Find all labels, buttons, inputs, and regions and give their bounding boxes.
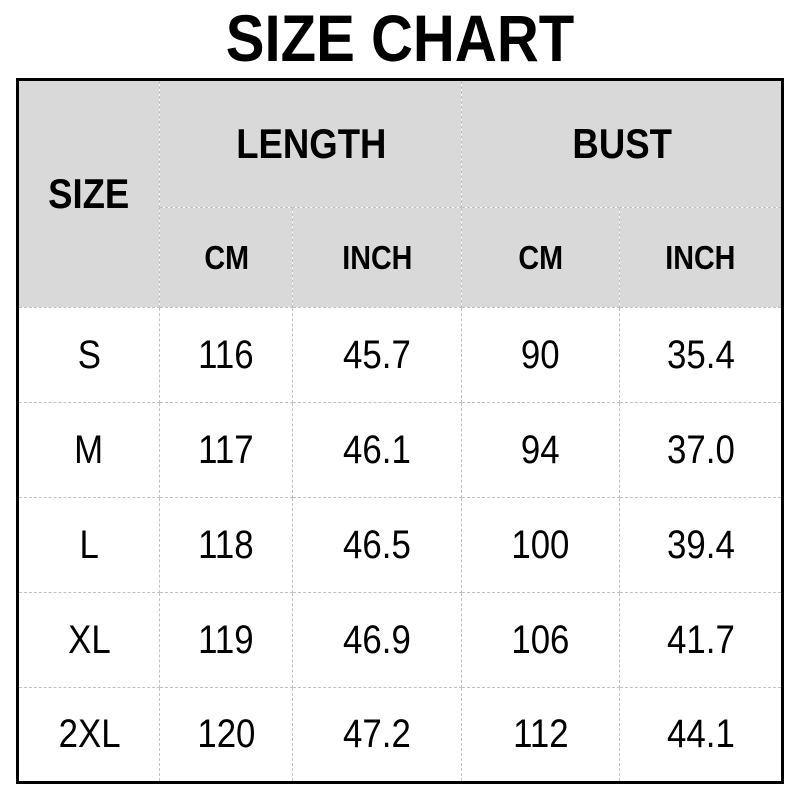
bust-cm-value: 94 xyxy=(521,427,561,472)
column-group-bust: BUST xyxy=(461,79,783,208)
bust-cm-value: 90 xyxy=(521,332,561,377)
column-header-bust-inch: INCH xyxy=(619,207,783,308)
length-cm-cell: 118 xyxy=(159,497,294,593)
table-row: S 116 45.7 90 35.4 xyxy=(16,307,783,403)
bust-cm-cell: 112 xyxy=(461,687,621,783)
column-header-size: SIZE xyxy=(16,79,161,308)
length-inch-value: 46.5 xyxy=(343,522,412,567)
length-cm-value: 116 xyxy=(198,332,255,377)
column-group-length: LENGTH xyxy=(159,79,463,208)
size-value: L xyxy=(79,522,99,567)
length-inch-label: INCH xyxy=(342,238,413,276)
page-title: SIZE CHART xyxy=(0,0,800,74)
length-cm-cell: 116 xyxy=(159,307,294,403)
table-row: 2XL 120 47.2 112 44.1 xyxy=(16,687,783,783)
length-inch-cell: 46.9 xyxy=(292,592,463,688)
table-row: M 117 46.1 94 37.0 xyxy=(16,402,783,498)
size-chart-table: SIZE LENGTH BUST CM INCH CM xyxy=(16,78,784,784)
column-header-bust-cm: CM xyxy=(461,207,621,308)
bust-inch-cell: 37.0 xyxy=(619,402,783,498)
size-header-label: SIZE xyxy=(48,170,130,217)
page-title-text: SIZE CHART xyxy=(225,1,575,75)
length-inch-cell: 47.2 xyxy=(292,687,463,783)
length-inch-cell: 46.1 xyxy=(292,402,463,498)
size-cell: L xyxy=(16,497,161,593)
size-cell: 2XL xyxy=(16,687,161,783)
size-cell: M xyxy=(16,402,161,498)
length-inch-cell: 45.7 xyxy=(292,307,463,403)
bust-inch-value: 35.4 xyxy=(666,332,735,377)
column-header-length-inch: INCH xyxy=(292,207,463,308)
column-header-length-cm: CM xyxy=(159,207,294,308)
length-group-label: LENGTH xyxy=(235,120,386,167)
length-cm-value: 118 xyxy=(198,522,255,567)
header-row-groups: SIZE LENGTH BUST xyxy=(16,79,783,308)
length-cm-cell: 119 xyxy=(159,592,294,688)
table-body: S 116 45.7 90 35.4 M 117 46.1 94 37.0 L … xyxy=(16,307,783,783)
bust-inch-value: 37.0 xyxy=(666,427,735,472)
length-cm-value: 120 xyxy=(197,712,256,756)
size-value: 2XL xyxy=(58,712,121,756)
bust-group-label: BUST xyxy=(571,120,672,167)
bust-inch-cell: 44.1 xyxy=(619,687,783,783)
length-inch-value: 46.9 xyxy=(343,617,412,662)
length-cm-label: CM xyxy=(204,238,249,276)
bust-cm-cell: 100 xyxy=(461,497,621,593)
length-inch-value: 46.1 xyxy=(343,427,412,472)
size-value: M xyxy=(74,427,104,472)
header-row-units: CM INCH CM INCH xyxy=(18,207,783,308)
bust-inch-value: 39.4 xyxy=(666,522,735,567)
bust-inch-value: 44.1 xyxy=(666,712,735,756)
bust-cm-label: CM xyxy=(518,238,564,276)
bust-cm-cell: 106 xyxy=(461,592,621,688)
length-inch-value: 47.2 xyxy=(343,712,412,756)
bust-inch-cell: 41.7 xyxy=(619,592,783,688)
table-row: XL 119 46.9 106 41.7 xyxy=(16,592,783,688)
bust-cm-cell: 90 xyxy=(461,307,621,403)
bust-inch-label: INCH xyxy=(665,238,736,276)
bust-inch-value: 41.7 xyxy=(666,617,735,662)
table-header: SIZE LENGTH BUST CM INCH CM xyxy=(16,79,783,308)
bust-inch-cell: 39.4 xyxy=(619,497,783,593)
size-value: S xyxy=(77,332,101,377)
size-cell: S xyxy=(16,307,161,403)
length-cm-cell: 120 xyxy=(159,687,294,783)
bust-cm-cell: 94 xyxy=(461,402,621,498)
bust-cm-value: 100 xyxy=(511,522,570,567)
bust-inch-cell: 35.4 xyxy=(619,307,783,403)
size-cell: XL xyxy=(16,592,161,688)
length-cm-value: 119 xyxy=(198,617,255,662)
table-row: L 118 46.5 100 39.4 xyxy=(16,497,783,593)
length-cm-cell: 117 xyxy=(159,402,294,498)
length-inch-cell: 46.5 xyxy=(292,497,463,593)
length-cm-value: 117 xyxy=(198,427,255,472)
bust-cm-value: 112 xyxy=(512,712,569,756)
length-inch-value: 45.7 xyxy=(343,332,412,377)
bust-cm-value: 106 xyxy=(511,617,570,662)
size-value: XL xyxy=(67,617,111,662)
